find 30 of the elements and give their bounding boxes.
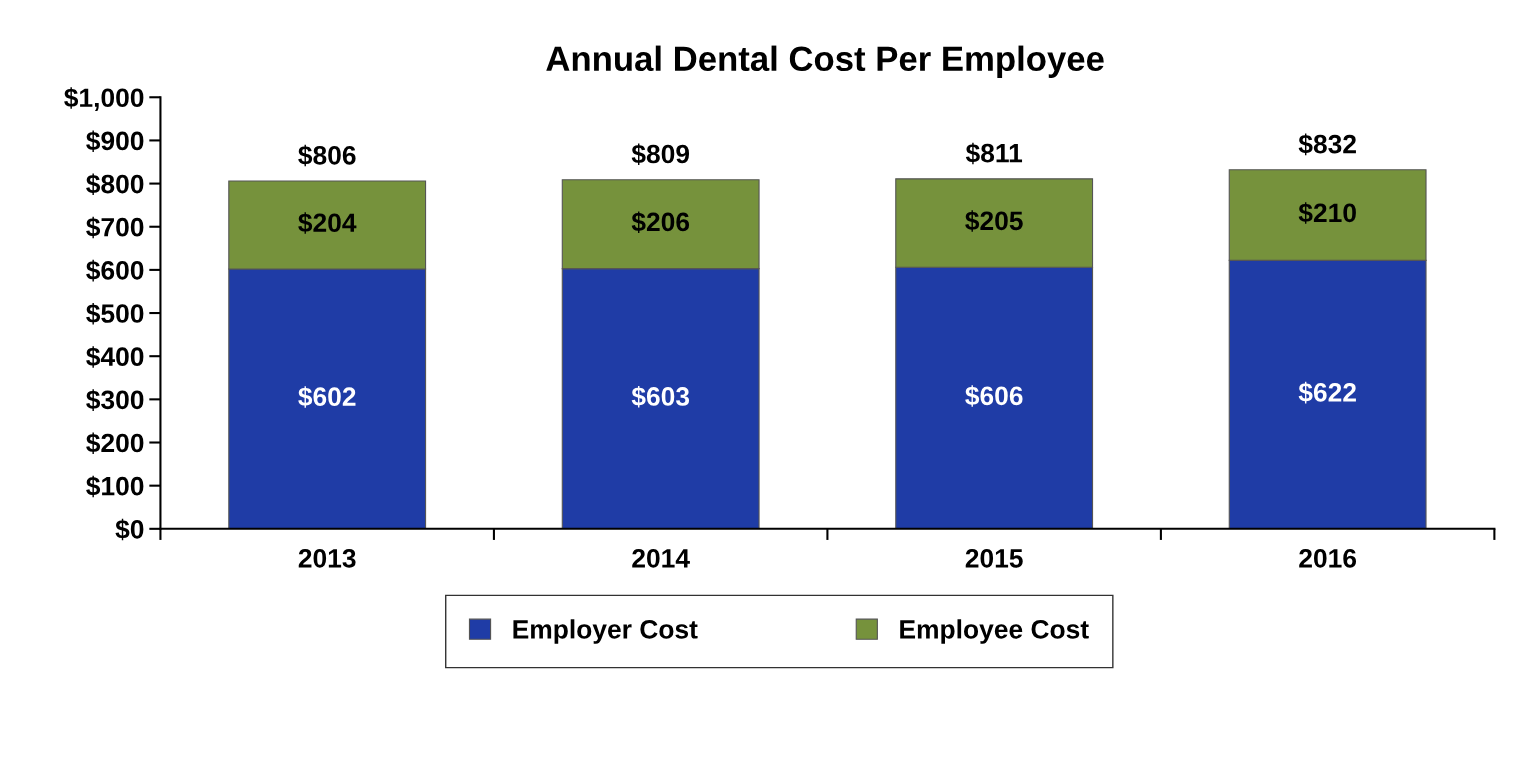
y-tick-label: $900 (86, 130, 144, 152)
data-label: $606 (965, 385, 1023, 407)
y-tick-label: $500 (86, 303, 144, 325)
y-tick-label: $600 (86, 259, 144, 282)
y-tick-label: $1,000 (64, 87, 144, 111)
y-tick-label: $700 (86, 216, 144, 239)
data-label: $210 (1298, 202, 1356, 224)
y-tick-label: $200 (86, 432, 144, 455)
legend-label: Employee Cost (900, 619, 1089, 644)
y-tick-label: $0 (115, 518, 144, 541)
y-tick-label: $100 (86, 475, 144, 498)
data-label: $204 (298, 212, 357, 234)
data-label: $205 (965, 210, 1023, 232)
total-label: $809 (631, 143, 690, 166)
data-label: $206 (631, 211, 690, 233)
x-tick-label: 2016 (1299, 548, 1357, 568)
y-tick-label: $800 (86, 173, 144, 196)
data-label: $602 (298, 386, 356, 408)
y-tick-label: $400 (86, 346, 144, 368)
total-label: $806 (298, 144, 356, 167)
legend-label: Employer Cost (513, 619, 698, 644)
x-tick-label: 2015 (965, 548, 1023, 568)
data-label: $603 (631, 385, 690, 408)
chart-title: Annual Dental Cost Per Employee (546, 45, 1104, 78)
y-tick-label: $300 (86, 389, 144, 411)
data-label: $622 (1298, 381, 1356, 404)
x-tick-label: 2013 (298, 548, 356, 568)
x-tick-label: 2014 (632, 548, 690, 568)
total-label: $811 (965, 142, 1023, 165)
total-label: $832 (1298, 133, 1356, 156)
